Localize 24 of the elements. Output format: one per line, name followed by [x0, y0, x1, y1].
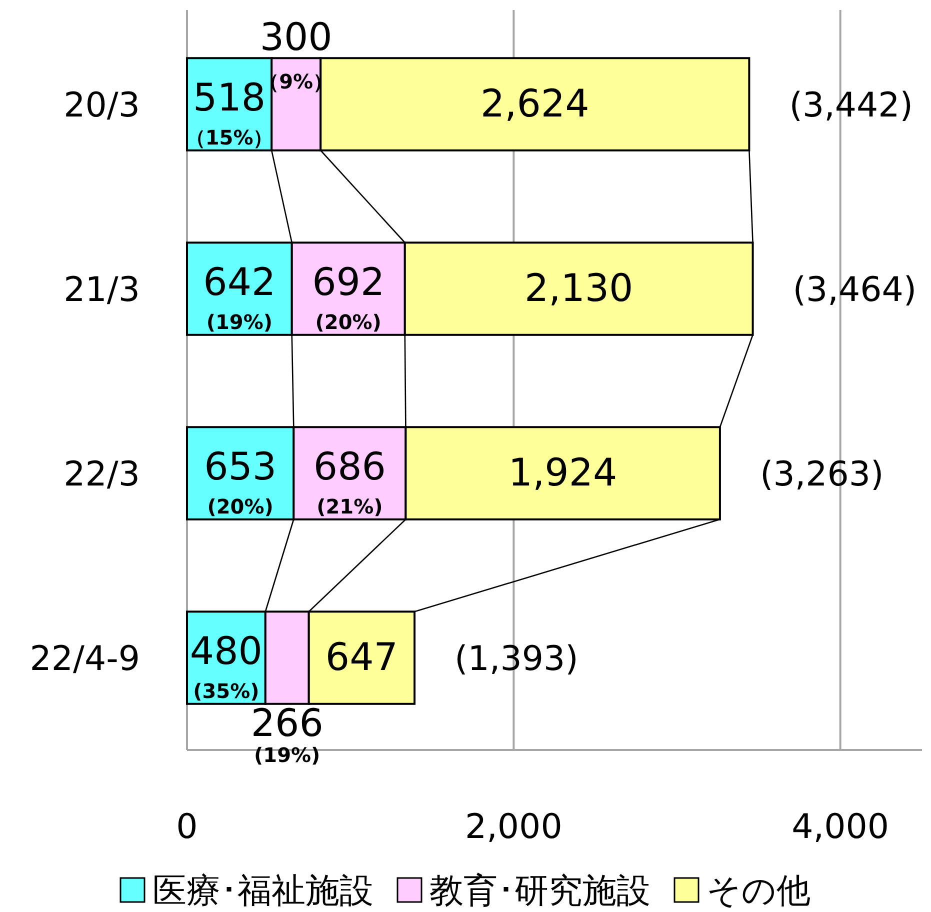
- x-tick-label: 4,000: [792, 807, 890, 847]
- data-label: 2,624: [480, 81, 590, 126]
- data-label: 647: [325, 634, 398, 679]
- y-tick-label: 22/3: [64, 454, 140, 494]
- y-tick-label: 22/4-9: [30, 638, 140, 679]
- legend-label: 教育･研究施設: [430, 871, 650, 911]
- data-label: 2,130: [524, 266, 634, 310]
- total-label: (3,442): [789, 85, 914, 126]
- y-tick-label: 21/3: [64, 270, 140, 310]
- legend-label: 医療･福祉施設: [152, 871, 374, 911]
- total-label: (1,393): [454, 638, 578, 679]
- total-label: (3,464): [792, 270, 917, 310]
- total-label: (3,263): [760, 454, 884, 494]
- data-label: 480 (35%): [190, 628, 262, 703]
- x-tick-label: 2,000: [464, 807, 562, 847]
- data-label: 1,924: [508, 450, 618, 494]
- data-label: 266 (19%): [250, 700, 324, 767]
- y-tick-label: 20/3: [64, 85, 140, 126]
- x-tick-label: 0: [176, 807, 198, 847]
- data-label: 692 (20%): [312, 260, 385, 334]
- data-label: 686 (21%): [313, 444, 386, 518]
- legend-label: その他: [706, 871, 810, 911]
- data-label: 642 (19%): [203, 260, 276, 334]
- data-label: 653 (20%): [204, 444, 277, 518]
